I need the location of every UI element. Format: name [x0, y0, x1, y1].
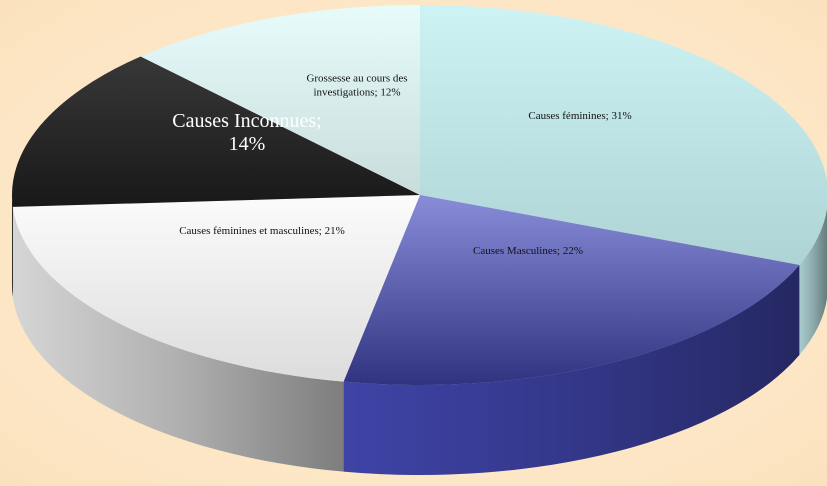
slice-shade	[343, 195, 800, 385]
data-label: Causes Inconnues; 14%	[172, 110, 322, 155]
slice-shade	[12, 195, 421, 382]
slice-shade	[420, 5, 827, 265]
slice-side-shade	[12, 206, 344, 472]
slice-side-shade	[799, 208, 827, 355]
data-label: Causes Masculines; 22%	[473, 245, 583, 258]
slice-side-shade	[343, 264, 800, 475]
slice-shade	[12, 56, 420, 207]
data-label: Causes féminines et masculines; 21%	[179, 225, 345, 238]
data-label: Grossesse au cours des investigations; 1…	[306, 72, 408, 98]
data-label: Causes féminines; 31%	[528, 110, 632, 123]
slice-shade	[140, 5, 421, 195]
slice-side-shade	[12, 195, 13, 297]
